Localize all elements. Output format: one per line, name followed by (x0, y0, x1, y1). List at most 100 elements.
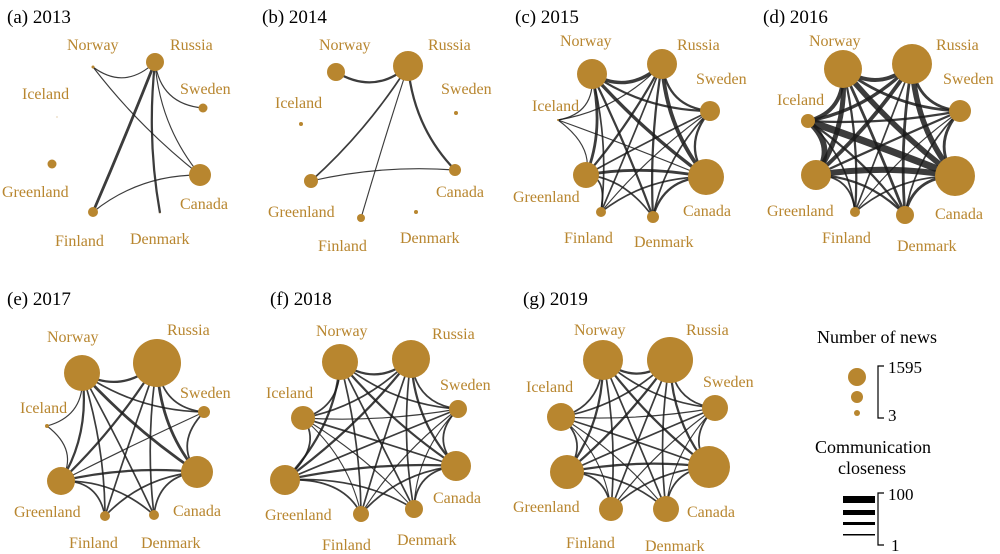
edge-sweden-finland (610, 407, 716, 510)
legend-news-title: Number of news (817, 327, 937, 347)
panel-title: (b) 2014 (262, 7, 327, 28)
legend: Number of news 1595 3 Communication clos… (815, 327, 937, 554)
edge-greenland-canada (284, 463, 457, 482)
edge-russia-finland (600, 63, 663, 213)
edge-norway-canada (92, 66, 201, 176)
label-sweden: Sweden (441, 81, 492, 98)
label-russia: Russia (167, 322, 210, 339)
node-finland (88, 207, 98, 217)
legend-closeness-bar-mid (843, 522, 875, 525)
node-denmark (159, 212, 161, 214)
label-finland: Finland (322, 537, 371, 554)
node-iceland (45, 424, 49, 428)
label-norway: Norway (67, 37, 119, 54)
node-greenland (304, 174, 318, 188)
panel-2: Norway Russia Iceland Sweden Greenland Canada… (262, 7, 492, 255)
node-finland (850, 207, 860, 217)
panel-title: (e) 2017 (7, 289, 71, 310)
edge-sweden-iceland (560, 407, 716, 419)
legend-news-large-circle (848, 368, 866, 386)
label-iceland: Iceland (22, 86, 69, 103)
label-finland: Finland (69, 535, 118, 552)
node-finland (357, 214, 365, 222)
edge-sweden-greenland (284, 408, 459, 481)
node-norway (577, 59, 607, 89)
label-sweden: Sweden (180, 81, 231, 98)
node-canada (935, 156, 975, 196)
node-russia (392, 340, 430, 378)
node-canada (181, 456, 213, 488)
panel-3: Norway Russia Iceland Sweden Greenland Canada… (513, 7, 747, 251)
edge-norway-canada (339, 361, 457, 467)
edge-greenland-canada (566, 462, 710, 474)
label-greenland: Greenland (2, 184, 69, 201)
edge-greenland-canada (310, 168, 456, 182)
label-sweden: Sweden (440, 377, 491, 394)
edge-russia-finland (360, 358, 412, 515)
node-sweden (949, 100, 971, 122)
edge-russia-finland (91, 61, 157, 213)
label-canada: Canada (173, 503, 221, 520)
label-sweden: Sweden (943, 71, 994, 88)
panel-3-edges (557, 62, 711, 218)
legend-closeness-title-1: Communication (815, 437, 931, 457)
node-canada (189, 164, 211, 186)
node-iceland (291, 406, 315, 430)
node-russia (647, 337, 693, 383)
legend-news-medium-circle (851, 391, 863, 403)
edge-russia-denmark (150, 61, 162, 214)
edge-russia-finland (360, 65, 409, 219)
label-canada: Canada (683, 203, 731, 220)
edge-sweden-denmark (652, 110, 711, 218)
label-norway: Norway (47, 329, 99, 346)
node-norway (322, 344, 358, 380)
label-iceland: Iceland (266, 385, 313, 402)
legend-closeness-bar-100 (843, 496, 875, 503)
edge-norway-finland (339, 361, 362, 515)
edge-sweden-greenland (815, 109, 961, 177)
label-greenland: Greenland (767, 203, 834, 220)
legend-closeness-title-2: closeness (838, 458, 906, 478)
legend-news-bracket (877, 365, 884, 419)
panel-title: (c) 2015 (515, 7, 579, 28)
panel-5: Norway Russia Iceland Sweden Greenland Canada… (7, 289, 231, 552)
edge-norway-russia (92, 61, 156, 79)
label-iceland: Iceland (275, 95, 322, 112)
node-denmark (414, 210, 418, 214)
label-norway: Norway (319, 37, 371, 54)
node-iceland (299, 122, 303, 126)
edge-canada-finland (92, 174, 201, 213)
panel-7-edges (560, 359, 716, 510)
label-finland: Finland (566, 535, 615, 552)
node-norway (91, 65, 95, 69)
label-russia: Russia (677, 37, 720, 54)
label-greenland: Greenland (268, 204, 335, 221)
label-greenland: Greenland (14, 504, 81, 521)
label-finland: Finland (318, 238, 367, 255)
label-iceland: Iceland (20, 400, 67, 417)
node-canada (449, 164, 461, 176)
panel-title: (a) 2013 (7, 7, 71, 28)
node-sweden (454, 111, 458, 115)
legend-closeness-bracket (877, 492, 884, 546)
label-norway: Norway (316, 323, 368, 340)
node-finland (100, 511, 110, 521)
edge-sweden-denmark (904, 110, 961, 216)
label-russia: Russia (686, 322, 729, 339)
edge-iceland-denmark (807, 120, 906, 216)
edge-sweden-iceland (302, 408, 459, 420)
label-denmark: Denmark (400, 230, 460, 247)
legend-news-min: 3 (888, 406, 897, 425)
edge-sweden-finland (600, 110, 711, 213)
label-greenland: Greenland (513, 499, 580, 516)
node-denmark (647, 211, 659, 223)
node-canada (688, 446, 730, 488)
edge-norway-denmark (81, 372, 155, 516)
node-iceland (557, 119, 559, 121)
node-sweden (702, 395, 728, 421)
label-canada: Canada (687, 504, 735, 521)
node-denmark (149, 510, 159, 520)
edge-russia-greenland (284, 358, 412, 481)
node-canada (441, 451, 471, 481)
label-russia: Russia (170, 37, 213, 54)
